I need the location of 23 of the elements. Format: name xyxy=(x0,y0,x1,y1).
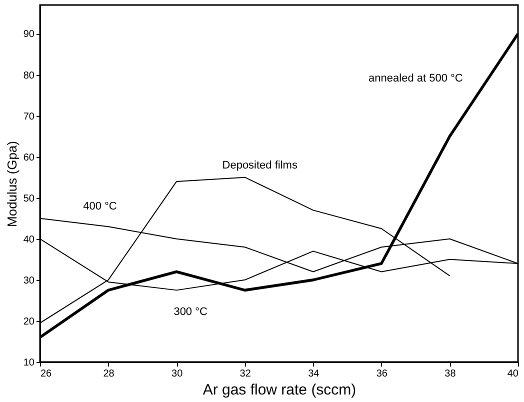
series-label: 300 °C xyxy=(174,306,208,318)
x-tick-label: 30 xyxy=(172,368,184,380)
x-tick-label: 26 xyxy=(40,368,52,380)
series-label: 400 °C xyxy=(83,200,117,212)
y-tick-label: 50 xyxy=(23,193,35,204)
x-axis-title: Ar gas flow rate (sccm) xyxy=(202,382,356,398)
x-tick-label: 28 xyxy=(103,368,115,380)
y-tick-label: 70 xyxy=(23,111,35,122)
x-tick-label: 36 xyxy=(376,368,388,380)
y-tick-label: 20 xyxy=(23,316,35,328)
x-tick-label: 40 xyxy=(507,368,519,380)
x-tick-label: 38 xyxy=(444,368,456,380)
y-tick-label: 40 xyxy=(23,234,35,246)
y-tick-label: 60 xyxy=(23,152,35,164)
series-label: Deposited films xyxy=(222,159,298,172)
y-tick-label: 90 xyxy=(23,29,35,40)
x-tick-label: 34 xyxy=(308,368,320,380)
y-tick-label: 10 xyxy=(23,358,35,368)
series-label: annealed at 500 °C xyxy=(368,72,463,84)
y-tick-label: 30 xyxy=(23,275,35,286)
x-tick-label: 32 xyxy=(240,368,252,380)
y-tick-label: 80 xyxy=(23,70,35,82)
y-axis-title: Modulus (Gpa) xyxy=(4,141,20,227)
